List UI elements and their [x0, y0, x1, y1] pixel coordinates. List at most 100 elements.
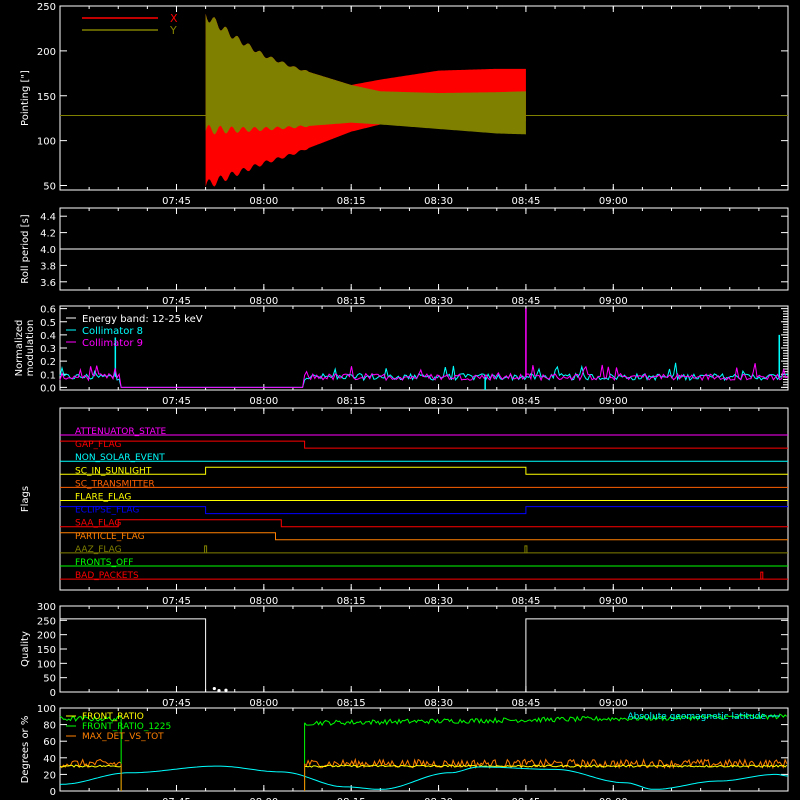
y-tick-label: 0	[50, 787, 56, 798]
legend-label-latitude: Absolute geomagnetic latitude	[627, 712, 766, 722]
panel-5: 07:45 08:00 08:15 08:30 08:45 09:00 0 50 100 150 2…	[20, 602, 789, 709]
time-tick-label: 09:00	[599, 596, 628, 607]
legend-label: FRONT_RATIO	[82, 712, 144, 722]
y-tick-label: 150	[37, 645, 56, 656]
time-tick-label: 08:30	[424, 596, 453, 607]
flag-label: BAD_PACKETS	[75, 571, 139, 581]
series-max-det-vs-tot	[304, 757, 788, 770]
y-tick-label: 100	[37, 659, 56, 670]
legend-label: FRONT_RATIO_1225	[82, 722, 171, 732]
quality-point	[224, 688, 228, 692]
flag-label: NON_SOLAR_EVENT	[75, 453, 165, 463]
series-front-ratio	[304, 764, 788, 768]
legend-label: MAX_DET_VS_TOT	[82, 732, 164, 742]
y-tick-label: 0.6	[40, 305, 56, 316]
y-tick-label: 60	[43, 737, 56, 748]
time-tick-label: 08:30	[424, 698, 453, 709]
time-tick-label: 07:45	[162, 396, 191, 407]
time-tick-label: 09:00	[599, 698, 628, 709]
legend-label-x: X	[170, 12, 178, 25]
time-tick-label: 08:15	[337, 596, 366, 607]
y-tick-label: 0.5	[40, 318, 56, 329]
flag-line	[60, 506, 788, 515]
time-tick-label: 07:45	[162, 596, 191, 607]
time-tick-label: 07:45	[162, 698, 191, 709]
time-tick-label: 08:00	[249, 196, 278, 207]
time-tick-label: 09:00	[599, 296, 628, 307]
flag-line	[60, 532, 788, 541]
panel-frame	[59, 5, 789, 191]
y-axis-label: Pointing ["]	[20, 70, 31, 126]
time-tick-label: 08:45	[512, 698, 541, 709]
time-tick-label: 07:45	[162, 196, 191, 207]
time-tick-label: 08:00	[249, 596, 278, 607]
time-tick-label: 08:15	[337, 797, 366, 800]
time-tick-label: 08:30	[424, 296, 453, 307]
y-tick-label: 150	[37, 92, 56, 103]
y-tick-label: 0.2	[40, 357, 56, 368]
series-front-ratio-1225	[304, 713, 788, 727]
time-tick-label: 09:00	[599, 196, 628, 207]
flag-label: SAA_FLAG	[75, 519, 121, 529]
time-tick-label: 08:45	[512, 196, 541, 207]
legend-label-y: Y	[169, 24, 177, 37]
flag-label: SC_IN_SUNLIGHT	[75, 466, 152, 476]
panel-4: 07:45 08:00 08:15 08:30 08:45 09:00 Flags ATTEN…	[20, 407, 789, 607]
y-tick-label: 0.1	[40, 370, 56, 381]
flag-label: ATTENUATOR_STATE	[75, 427, 167, 437]
y-tick-label: 100	[37, 137, 56, 148]
flag-label: FLARE_FLAG	[75, 493, 131, 503]
panel-3: 07:45 08:00 08:15 08:30 08:45 09:00 0.0 0.1 0.2 0…	[14, 305, 789, 407]
y-tick-label: 0.3	[40, 344, 56, 355]
y-tick-label: 250	[37, 2, 56, 13]
flag-label: SC_TRANSMITTER	[75, 479, 155, 489]
series-geomagnetic-latitude	[59, 765, 789, 790]
flag-label: FRONTS_OFF	[75, 558, 133, 568]
flag-line	[60, 440, 788, 449]
y-tick-label: 4.2	[40, 229, 56, 240]
panel-frame	[59, 707, 789, 792]
panel-1: 07:45 08:00 08:15 08:30 08:45 09:00 50 100 150 20…	[20, 2, 789, 207]
time-tick-label: 09:00	[599, 797, 628, 800]
flag-pulse	[524, 545, 528, 553]
time-tick-label: 08:15	[337, 196, 366, 207]
time-tick-label: 08:15	[337, 296, 366, 307]
flag-label: GAP_FLAG	[75, 440, 121, 450]
series-collimator-9	[59, 363, 788, 388]
time-tick-label: 09:00	[599, 396, 628, 407]
flag-line	[60, 466, 788, 475]
time-tick-label: 07:45	[162, 296, 191, 307]
time-tick-label: 08:30	[424, 196, 453, 207]
flag-label: AAZ_FLAG	[75, 545, 122, 555]
y-tick-label: 50	[43, 182, 56, 193]
y-axis-label: Normalized	[14, 320, 25, 377]
flag-pulse	[204, 545, 208, 553]
y-axis-label: Degrees or %	[20, 716, 31, 784]
flag-label: ECLIPSE_FLAG	[75, 506, 139, 516]
time-tick-label: 08:45	[512, 596, 541, 607]
time-tick-label: 08:00	[249, 698, 278, 709]
quality-line	[60, 618, 788, 693]
time-tick-label: 08:45	[512, 296, 541, 307]
y-tick-label: 0.4	[40, 331, 56, 342]
legend-label: Collimator 8	[82, 326, 143, 337]
quality-point	[217, 688, 221, 693]
y-axis-label: Roll period [s]	[20, 214, 31, 283]
y-axis-label: modulation	[25, 320, 36, 377]
y-axis-label: Flags	[20, 486, 31, 512]
y-tick-label: 200	[37, 47, 56, 58]
time-tick-label: 08:45	[512, 797, 541, 800]
y-tick-label: 250	[37, 616, 56, 627]
y-tick-label: 100	[37, 704, 56, 715]
y-tick-label: 50	[43, 674, 56, 685]
quality-point	[212, 686, 216, 691]
time-tick-label: 08:00	[249, 797, 278, 800]
y-tick-label: 0.0	[40, 383, 56, 394]
series-front-ratio	[59, 764, 122, 768]
flag-line	[60, 519, 788, 528]
y-tick-label: 200	[37, 631, 56, 642]
legend-label: Energy band: 12-25 keV	[82, 314, 203, 325]
time-tick-label: 08:15	[337, 698, 366, 709]
series-y-envelope	[205, 13, 526, 135]
